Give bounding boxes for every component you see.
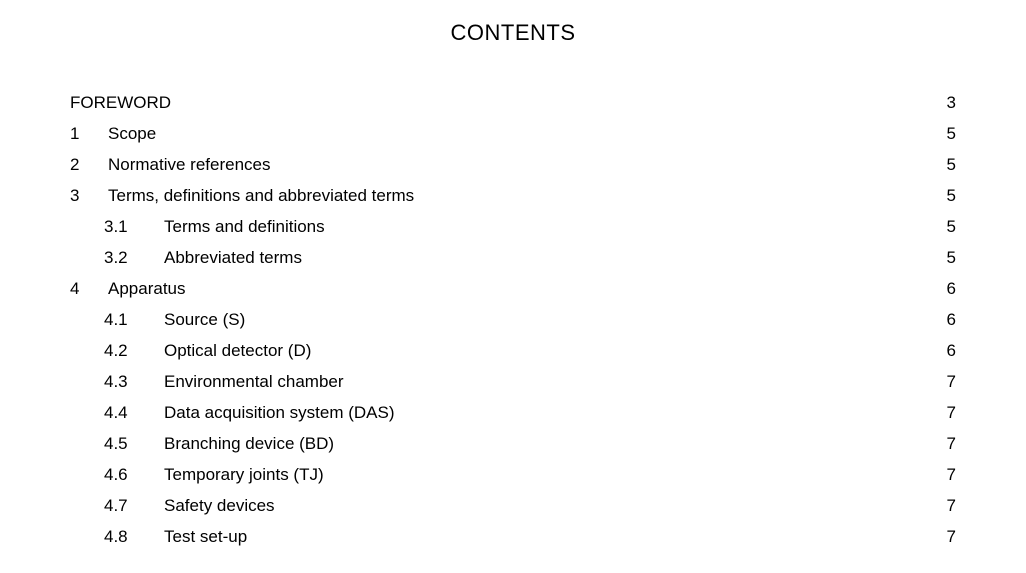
entry-number: 4.8 (104, 528, 164, 545)
entry-page: 7 (938, 497, 956, 514)
entry-title: Branching device (BD) (164, 435, 338, 452)
toc-entry: 4.4Data acquisition system (DAS) 7 (70, 404, 956, 421)
page-title: CONTENTS (70, 22, 956, 44)
toc-entry: 3.1Terms and definitions 5 (70, 218, 956, 235)
entry-title: Scope (108, 125, 160, 142)
entry-title: FOREWORD (70, 94, 175, 111)
toc-entry: 4.7Safety devices 7 (70, 497, 956, 514)
entry-page: 5 (938, 156, 956, 173)
entry-page: 6 (938, 280, 956, 297)
toc-page: CONTENTS FOREWORD31Scope52Normative refe… (0, 0, 1026, 545)
entry-title: Terms and definitions (164, 218, 329, 235)
entry-page: 7 (938, 435, 956, 452)
toc-entry: 4.6Temporary joints (TJ) 7 (70, 466, 956, 483)
entry-number: 4.7 (104, 497, 164, 514)
toc-entry: 4.3Environmental chamber 7 (70, 373, 956, 390)
entry-number: 4.2 (104, 342, 164, 359)
entry-title: Optical detector (D) (164, 342, 315, 359)
entry-page: 6 (938, 342, 956, 359)
entry-page: 3 (938, 94, 956, 111)
entry-number: 4.5 (104, 435, 164, 452)
entry-title: Test set-up (164, 528, 251, 545)
toc-entry: 4.1Source (S) 6 (70, 311, 956, 328)
entry-page: 5 (938, 249, 956, 266)
entry-number: 4.3 (104, 373, 164, 390)
entry-number: 4.1 (104, 311, 164, 328)
entry-title: Temporary joints (TJ) (164, 466, 328, 483)
entry-page: 6 (938, 311, 956, 328)
toc-entry: 3Terms, definitions and abbreviated term… (70, 187, 956, 204)
entry-title: Environmental chamber (164, 373, 348, 390)
entry-title: Data acquisition system (DAS) (164, 404, 399, 421)
entry-title: Normative references (108, 156, 275, 173)
entry-page: 7 (938, 466, 956, 483)
toc-list: FOREWORD31Scope52Normative references53T… (70, 94, 956, 545)
entry-page: 5 (938, 218, 956, 235)
entry-number: 3.2 (104, 249, 164, 266)
entry-number: 1 (70, 125, 108, 142)
toc-entry: 4.2Optical detector (D) 6 (70, 342, 956, 359)
entry-number: 4 (70, 280, 108, 297)
entry-title: Safety devices (164, 497, 279, 514)
entry-title: Abbreviated terms (164, 249, 306, 266)
toc-entry: 4.5Branching device (BD) 7 (70, 435, 956, 452)
entry-title: Source (S) (164, 311, 249, 328)
toc-entry: 4Apparatus 6 (70, 280, 956, 297)
entry-title: Apparatus (108, 280, 190, 297)
entry-page: 5 (938, 187, 956, 204)
entry-number: 3.1 (104, 218, 164, 235)
toc-entry: 1Scope 5 (70, 125, 956, 142)
entry-page: 7 (938, 373, 956, 390)
entry-number: 3 (70, 187, 108, 204)
toc-entry: 2Normative references 5 (70, 156, 956, 173)
toc-entry: FOREWORD 3 (70, 94, 956, 111)
toc-entry: 4.8Test set-up 7 (70, 528, 956, 545)
entry-number: 4.6 (104, 466, 164, 483)
toc-entry: 3.2Abbreviated terms 5 (70, 249, 956, 266)
entry-number: 2 (70, 156, 108, 173)
entry-number: 4.4 (104, 404, 164, 421)
entry-page: 7 (938, 404, 956, 421)
entry-title: Terms, definitions and abbreviated terms (108, 187, 418, 204)
entry-page: 5 (938, 125, 956, 142)
entry-page: 7 (938, 528, 956, 545)
